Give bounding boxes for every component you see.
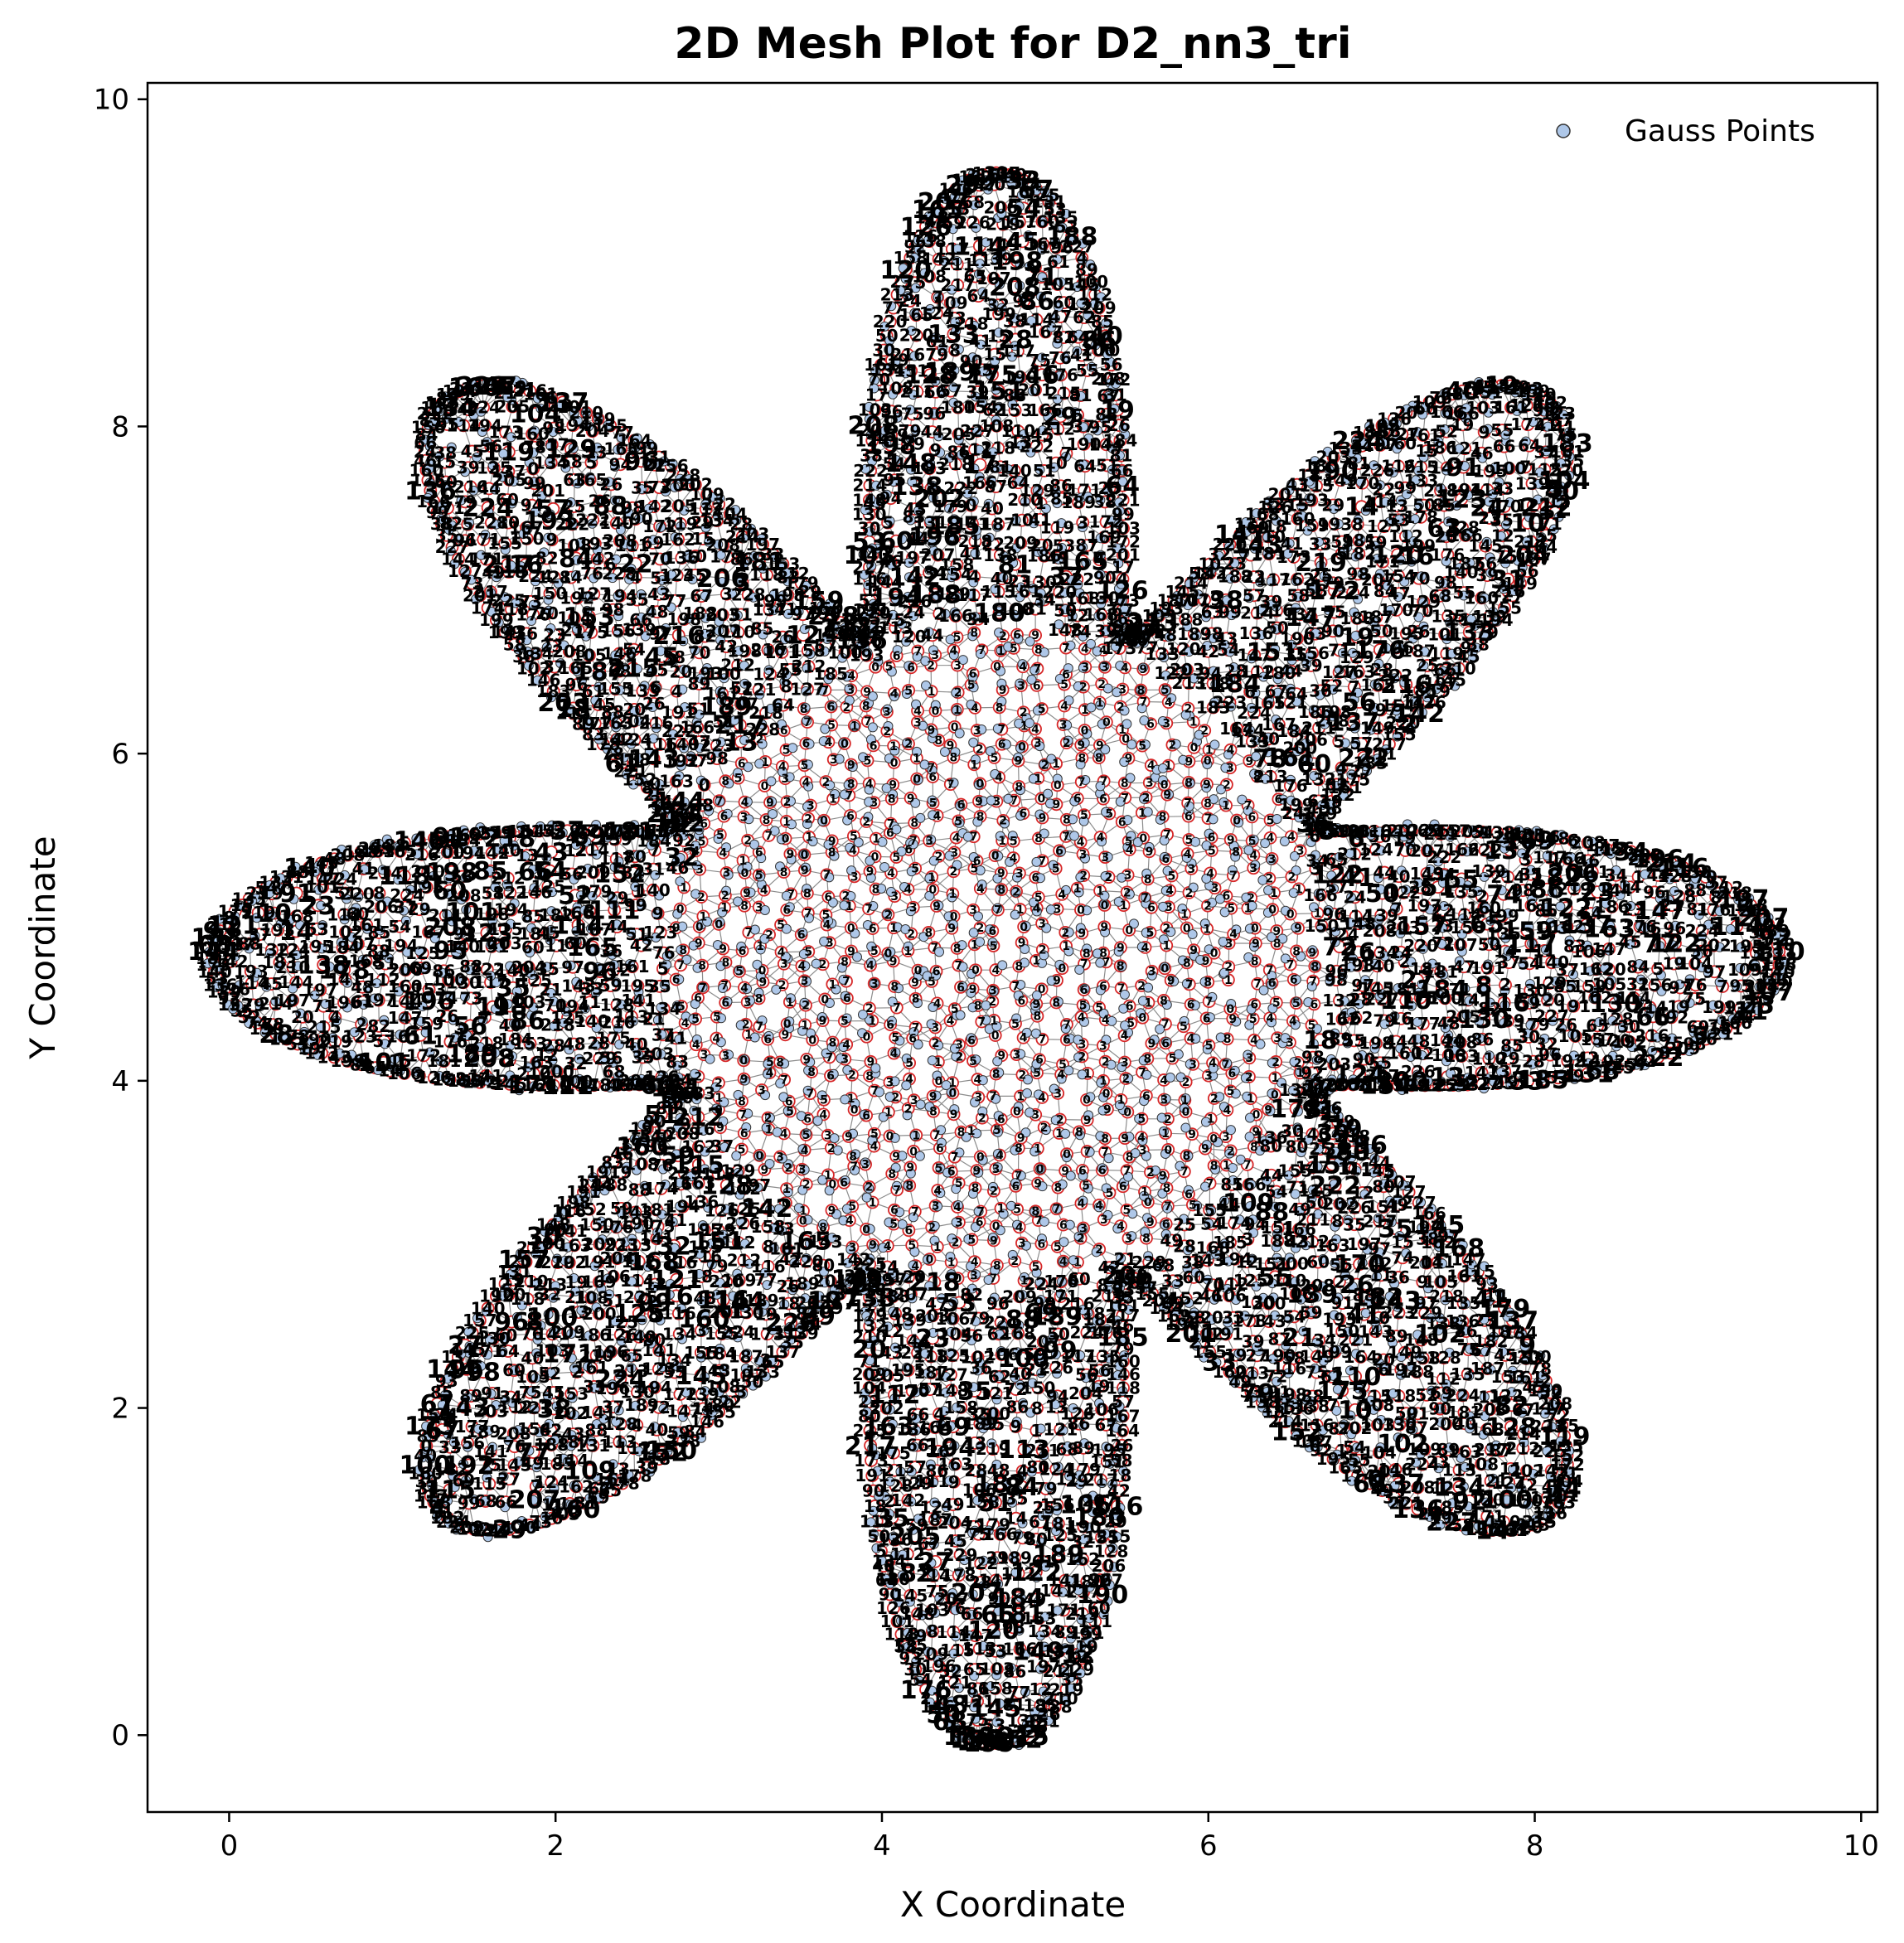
plot-area: 1161421171217911419388372197821445183132… <box>146 81 1879 1814</box>
chart-title: 2D Mesh Plot for D2_nn3_tri <box>674 19 1351 69</box>
